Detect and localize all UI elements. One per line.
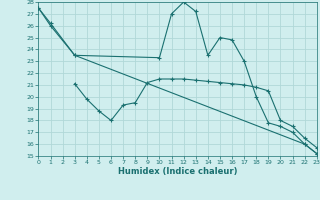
X-axis label: Humidex (Indice chaleur): Humidex (Indice chaleur) [118,167,237,176]
